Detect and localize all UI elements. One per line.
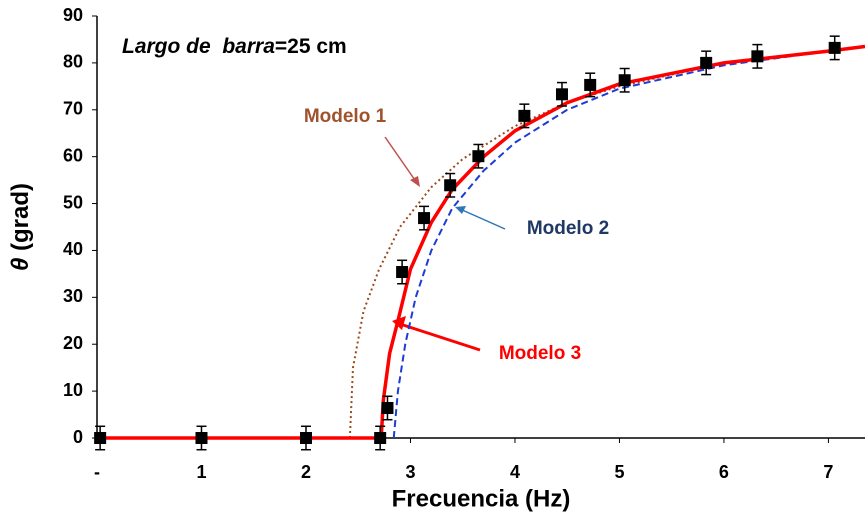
model-curve (392, 45, 865, 439)
x-tick-label: 5 (614, 462, 624, 482)
data-point (444, 179, 457, 192)
x-tick-label: 3 (405, 462, 415, 482)
arrowhead (455, 206, 466, 214)
y-tick-label: 0 (73, 427, 83, 447)
y-tick-label: 20 (63, 333, 83, 353)
model-curve (97, 44, 865, 440)
annotation-italic: Largo de barra (122, 35, 275, 58)
model-curve (348, 45, 865, 439)
x-tick-label: 1 (196, 462, 206, 482)
arrow (459, 208, 506, 230)
data-point (472, 150, 485, 163)
data-point (299, 432, 312, 444)
x-tick-label: 6 (719, 462, 729, 482)
data-point (518, 109, 531, 122)
x-tick-label: - (94, 462, 100, 482)
arrow (399, 322, 481, 352)
y-axis-title: θ (grad) (7, 183, 34, 271)
curve-label: Modelo 1 (304, 106, 387, 127)
arrowhead (410, 176, 420, 187)
data-point (381, 401, 394, 414)
data-point (618, 74, 631, 87)
data-point (418, 212, 431, 225)
data-point (374, 432, 387, 444)
data-point (751, 50, 764, 63)
arrow (384, 136, 418, 184)
x-tick-label: 4 (510, 462, 520, 482)
data-point (584, 78, 597, 91)
y-tick-label: 60 (63, 145, 83, 165)
data-point (195, 432, 208, 444)
annotation-rest: =25 cm (275, 35, 347, 58)
x-tick-label: 2 (301, 462, 311, 482)
curve-label: Modelo 3 (499, 343, 581, 364)
annotation: Largo de barra=25 cm (122, 35, 347, 58)
y-tick-label: 50 (63, 192, 83, 212)
y-tick-label: 90 (63, 5, 83, 25)
y-axis-unit: (grad) (7, 183, 34, 251)
data-point (396, 266, 409, 279)
x-axis-title: Frecuencia (Hz) (392, 485, 571, 512)
y-tick-label: 10 (63, 380, 83, 400)
data-point (700, 56, 713, 69)
curve-label: Modelo 2 (527, 218, 609, 239)
y-tick-label: 80 (63, 52, 83, 72)
x-tick-label: 7 (823, 462, 833, 482)
y-tick-label: 70 (63, 99, 83, 119)
y-tick-label: 30 (63, 286, 83, 306)
y-tick-label: 40 (63, 239, 83, 259)
data-point (94, 432, 107, 444)
data-point (828, 41, 841, 54)
y-axis-symbol: θ (7, 258, 34, 271)
data-point (555, 88, 568, 101)
